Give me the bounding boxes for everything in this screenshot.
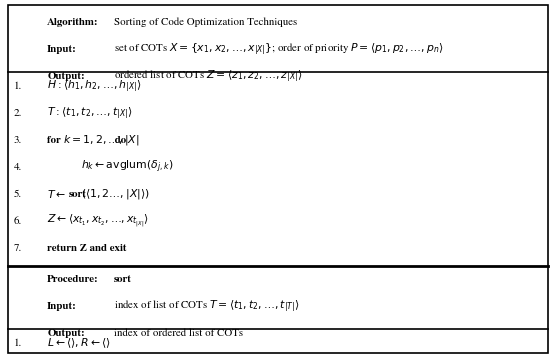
Text: 5.: 5. <box>14 189 22 199</box>
Text: set of COTs $X = \{x_1, x_2, \ldots, x_{|X|}\}$; order of priority $P = \langle : set of COTs $X = \{x_1, x_2, \ldots, x_{… <box>114 42 443 57</box>
Text: 2.: 2. <box>14 108 22 118</box>
Text: 1.: 1. <box>14 338 22 348</box>
Text: $h_k \leftarrow \mathrm{avglum}(\delta_{j,k})$: $h_k \leftarrow \mathrm{avglum}(\delta_{… <box>81 159 173 175</box>
Text: 3.: 3. <box>14 135 22 145</box>
Text: 7.: 7. <box>14 243 22 253</box>
FancyBboxPatch shape <box>8 5 548 353</box>
Text: 4.: 4. <box>14 162 22 172</box>
Text: return Z and exit: return Z and exit <box>47 244 127 253</box>
Text: Input:: Input: <box>47 302 77 311</box>
Text: Output:: Output: <box>47 72 85 81</box>
Text: Output:: Output: <box>47 329 85 338</box>
Text: $Z \leftarrow \langle x_{t_1}, x_{t_2}, \ldots, x_{t_{|X|}}\rangle$: $Z \leftarrow \langle x_{t_1}, x_{t_2}, … <box>47 213 149 229</box>
Text: do: do <box>112 136 126 145</box>
Text: $L \leftarrow \langle\rangle, R \leftarrow \langle\rangle$: $L \leftarrow \langle\rangle, R \leftarr… <box>47 336 111 349</box>
Text: sort: sort <box>114 275 132 284</box>
Text: sort: sort <box>68 190 86 199</box>
Text: for: for <box>47 136 64 145</box>
Text: Sorting of Code Optimization Techniques: Sorting of Code Optimization Techniques <box>114 18 297 27</box>
Text: 1.: 1. <box>14 81 22 91</box>
Text: $H : \langle h_1, h_2, \ldots, h_{|X|}\rangle$: $H : \langle h_1, h_2, \ldots, h_{|X|}\r… <box>47 78 142 94</box>
Text: Algorithm:: Algorithm: <box>47 18 99 27</box>
Text: $T : \langle t_1, t_2, \ldots, t_{|X|}\rangle$: $T : \langle t_1, t_2, \ldots, t_{|X|}\r… <box>47 105 133 121</box>
Text: index of list of COTs $T = \langle t_1, t_2, \ldots, t_{|T|}\rangle$: index of list of COTs $T = \langle t_1, … <box>114 299 299 314</box>
Text: ordered list of COTs $Z = \langle z_1, z_2, \ldots, z_{|X|}\rangle$: ordered list of COTs $Z = \langle z_1, z… <box>114 69 302 84</box>
Text: index of ordered list of COTs: index of ordered list of COTs <box>114 329 243 338</box>
Text: $(\langle 1, 2\ldots, |X|\rangle)$: $(\langle 1, 2\ldots, |X|\rangle)$ <box>81 187 149 201</box>
Text: $k = 1, 2, \ldots, |X|$: $k = 1, 2, \ldots, |X|$ <box>63 133 140 147</box>
Text: 6.: 6. <box>14 216 22 226</box>
Text: $T \leftarrow$: $T \leftarrow$ <box>47 188 70 200</box>
Text: Procedure:: Procedure: <box>47 275 99 284</box>
Text: Input:: Input: <box>47 45 77 54</box>
